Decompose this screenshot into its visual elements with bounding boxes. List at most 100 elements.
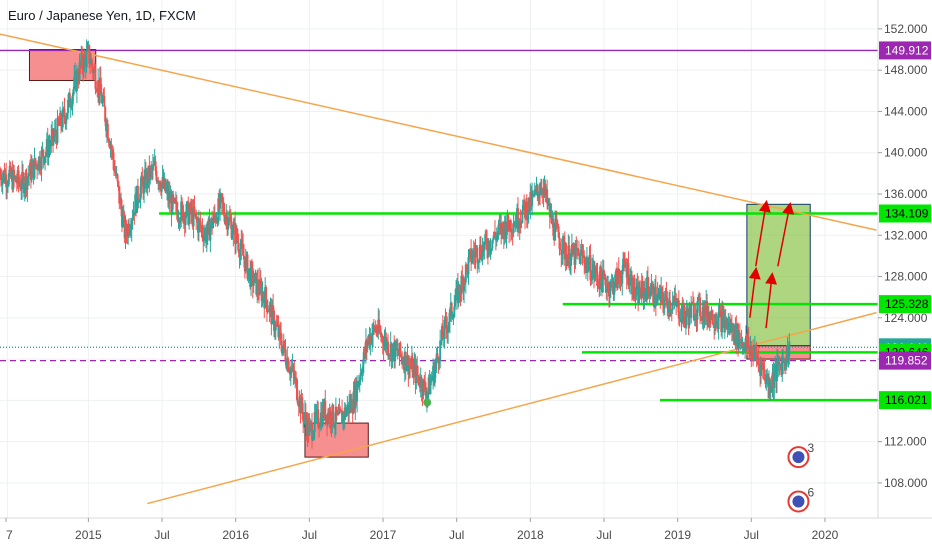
candle-body [464, 264, 467, 283]
candle-body [50, 135, 53, 147]
candle-body [534, 189, 537, 191]
candle-body [388, 354, 391, 356]
flag-icon [792, 495, 805, 508]
candle-body [539, 194, 542, 196]
candle-body [227, 217, 230, 226]
signal-dot [423, 398, 432, 407]
y-tick-label: 148.000 [884, 63, 928, 77]
candle-body [538, 194, 541, 199]
candle-body [760, 362, 763, 364]
candle-body [755, 352, 758, 360]
candle-body [509, 220, 512, 233]
candle-body [665, 291, 668, 298]
candle-body [405, 367, 408, 371]
candle-body [120, 198, 123, 210]
candle-body [674, 296, 677, 302]
candle-body [400, 354, 403, 357]
candle-body [691, 302, 694, 304]
candle-body [700, 318, 703, 320]
candle-body [34, 158, 37, 166]
candle-body [661, 291, 664, 303]
candle-body [262, 292, 265, 299]
candle-body [465, 264, 468, 266]
candle-body [550, 210, 553, 224]
candle-body [117, 181, 120, 187]
candle-body [52, 136, 55, 141]
candle-body [546, 189, 549, 204]
candle-body [206, 221, 209, 235]
candle-body [767, 374, 770, 388]
candle-body [496, 232, 499, 235]
candle-body [76, 72, 79, 81]
candle-body [616, 268, 619, 288]
projection-arrow [754, 199, 771, 267]
candle-body [19, 183, 22, 190]
candle-body [47, 146, 50, 158]
candle-body [22, 176, 25, 193]
candle-body [768, 381, 771, 393]
candle-body [490, 248, 493, 250]
candle-body [437, 357, 440, 364]
candle-body [125, 224, 128, 234]
candle-body [744, 342, 747, 352]
candle-body [562, 236, 565, 242]
candle-body [83, 54, 86, 57]
candle-body [141, 175, 144, 182]
candle-body [399, 342, 402, 355]
candle-body [175, 201, 178, 212]
candle-body [217, 198, 220, 224]
candle-body [426, 391, 429, 397]
candle-body [165, 189, 168, 192]
candle-body [454, 300, 457, 307]
candle-body [289, 368, 292, 375]
candle-body [131, 218, 134, 222]
candle-body [742, 342, 745, 348]
candle-body [258, 279, 261, 295]
price-axis-bg [878, 0, 932, 518]
candle-body [574, 244, 577, 265]
candle-body [595, 267, 598, 275]
candle-body [213, 212, 216, 217]
candle-body [507, 214, 510, 227]
candle-body [671, 302, 674, 311]
candle-body [92, 69, 95, 73]
candle-body [66, 112, 69, 118]
candle-body [242, 255, 245, 260]
candle-body [613, 287, 616, 295]
candle-body [33, 158, 36, 178]
candle-body [481, 245, 484, 261]
candle-body [763, 369, 766, 378]
candle-body [199, 221, 202, 228]
candle-body [229, 219, 232, 222]
candle-body [356, 381, 359, 402]
candle-body [312, 432, 315, 438]
candle-body [443, 319, 446, 340]
candle-body [775, 359, 778, 381]
candle-body [521, 210, 524, 223]
candle-body [138, 199, 141, 202]
candle-body [748, 347, 751, 350]
candle-body [86, 46, 89, 51]
candle-body [690, 303, 693, 318]
candle-body [42, 149, 45, 158]
candle-body [436, 353, 439, 358]
x-tick-label: 2017 [370, 528, 397, 542]
candle-body [333, 423, 336, 427]
candle-body [129, 229, 132, 231]
candle-body [641, 281, 644, 285]
candle-body [445, 319, 448, 328]
candle-body [18, 182, 21, 184]
x-tick-label: Jul [154, 528, 169, 542]
candle-body [13, 170, 16, 178]
candle-body [363, 348, 366, 360]
candle-body [608, 283, 611, 297]
candle-body [401, 356, 404, 363]
candle-body [600, 266, 603, 280]
candle-body [619, 276, 622, 283]
candle-body [559, 248, 562, 250]
candle-body [609, 281, 612, 292]
candle-body [212, 221, 215, 229]
candle-body [657, 293, 660, 295]
candle-body [251, 268, 254, 286]
candle-body [470, 248, 473, 263]
